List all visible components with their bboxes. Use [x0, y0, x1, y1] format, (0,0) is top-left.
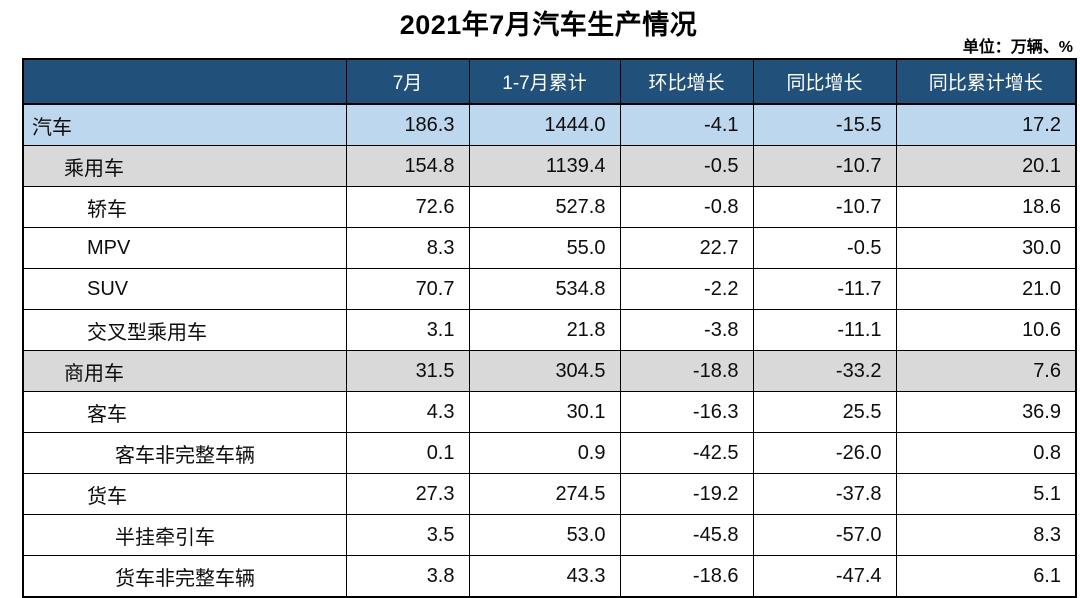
value-cell: 30.0 — [895, 227, 1077, 269]
value-cell: -57.0 — [752, 514, 897, 556]
row-label: 半挂牵引车 — [22, 514, 347, 556]
row-label: 客车非完整车辆 — [22, 432, 347, 474]
row-label: 乘用车 — [22, 145, 347, 187]
value-cell: -0.8 — [619, 186, 754, 228]
header-cell-cumulative: 1-7月累计 — [468, 58, 621, 105]
value-cell: -16.3 — [619, 391, 754, 433]
value-cell: 55.0 — [468, 227, 621, 269]
production-table: 7月 1-7月累计 环比增长 同比增长 同比累计增长 汽车 186.3 1444.0… — [22, 58, 1077, 598]
value-cell: 25.5 — [752, 391, 897, 433]
value-cell: -0.5 — [752, 227, 897, 269]
value-cell: 8.3 — [345, 227, 470, 269]
table-body: 汽车 186.3 1444.0 -4.1 -15.5 17.2 乘用车 154.8 1139.4… — [22, 103, 1077, 598]
value-cell: -47.4 — [752, 555, 897, 598]
table-row: 货车 27.3 274.5 -19.2 -37.8 5.1 — [22, 473, 1077, 515]
value-cell: 53.0 — [468, 514, 621, 556]
row-label: SUV — [22, 268, 347, 310]
value-cell: 31.5 — [345, 350, 470, 392]
value-cell: 10.6 — [895, 309, 1077, 351]
row-label: MPV — [22, 227, 347, 269]
row-label: 货车非完整车辆 — [22, 555, 347, 598]
value-cell: -37.8 — [752, 473, 897, 515]
value-cell: 154.8 — [345, 145, 470, 187]
value-cell: 186.3 — [345, 103, 470, 146]
row-label: 轿车 — [22, 186, 347, 228]
table-row: 汽车 186.3 1444.0 -4.1 -15.5 17.2 — [22, 103, 1077, 146]
value-cell: 20.1 — [895, 145, 1077, 187]
value-cell: 0.9 — [468, 432, 621, 474]
value-cell: 274.5 — [468, 473, 621, 515]
value-cell: 21.0 — [895, 268, 1077, 310]
row-label: 交叉型乘用车 — [22, 309, 347, 351]
value-cell: 1139.4 — [468, 145, 621, 187]
value-cell: 0.8 — [895, 432, 1077, 474]
value-cell: -33.2 — [752, 350, 897, 392]
value-cell: 36.9 — [895, 391, 1077, 433]
value-cell: -18.8 — [619, 350, 754, 392]
table-row: SUV 70.7 534.8 -2.2 -11.7 21.0 — [22, 268, 1077, 310]
header-cell-category — [22, 58, 347, 105]
value-cell: 3.1 — [345, 309, 470, 351]
table-row: 客车 4.3 30.1 -16.3 25.5 36.9 — [22, 391, 1077, 433]
value-cell: 6.1 — [895, 555, 1077, 598]
value-cell: 3.8 — [345, 555, 470, 598]
header-row: 7月 1-7月累计 环比增长 同比增长 同比累计增长 — [22, 58, 1077, 105]
unit-note: 单位：万辆、% — [962, 39, 1073, 56]
value-cell: -3.8 — [619, 309, 754, 351]
header-cell-mom-growth: 环比增长 — [619, 58, 754, 105]
value-cell: 7.6 — [895, 350, 1077, 392]
header-cell-july: 7月 — [345, 58, 470, 105]
table-row: 轿车 72.6 527.8 -0.8 -10.7 18.6 — [22, 186, 1077, 228]
value-cell: -45.8 — [619, 514, 754, 556]
value-cell: 0.1 — [345, 432, 470, 474]
row-label: 商用车 — [22, 350, 347, 392]
value-cell: -0.5 — [619, 145, 754, 187]
value-cell: 534.8 — [468, 268, 621, 310]
value-cell: 527.8 — [468, 186, 621, 228]
value-cell: -11.1 — [752, 309, 897, 351]
value-cell: -10.7 — [752, 186, 897, 228]
value-cell: 70.7 — [345, 268, 470, 310]
header-cell-yoy-cumulative-growth: 同比累计增长 — [895, 58, 1077, 105]
value-cell: -19.2 — [619, 473, 754, 515]
header-cell-yoy-growth: 同比增长 — [752, 58, 897, 105]
value-cell: 72.6 — [345, 186, 470, 228]
value-cell: 304.5 — [468, 350, 621, 392]
value-cell: -15.5 — [752, 103, 897, 146]
value-cell: 21.8 — [468, 309, 621, 351]
value-cell: 18.6 — [895, 186, 1077, 228]
row-label: 汽车 — [22, 103, 347, 146]
table-row: MPV 8.3 55.0 22.7 -0.5 30.0 — [22, 227, 1077, 269]
value-cell: -26.0 — [752, 432, 897, 474]
table-row: 乘用车 154.8 1139.4 -0.5 -10.7 20.1 — [22, 145, 1077, 187]
row-label: 客车 — [22, 391, 347, 433]
row-label: 货车 — [22, 473, 347, 515]
value-cell: 3.5 — [345, 514, 470, 556]
value-cell: 8.3 — [895, 514, 1077, 556]
table-row: 交叉型乘用车 3.1 21.8 -3.8 -11.1 10.6 — [22, 309, 1077, 351]
value-cell: -2.2 — [619, 268, 754, 310]
value-cell: 30.1 — [468, 391, 621, 433]
value-cell: 27.3 — [345, 473, 470, 515]
table-row: 客车非完整车辆 0.1 0.9 -42.5 -26.0 0.8 — [22, 432, 1077, 474]
page-title: 2021年7月汽车生产情况 — [399, 10, 698, 40]
value-cell: 4.3 — [345, 391, 470, 433]
table-row: 商用车 31.5 304.5 -18.8 -33.2 7.6 — [22, 350, 1077, 392]
value-cell: -11.7 — [752, 268, 897, 310]
value-cell: -42.5 — [619, 432, 754, 474]
value-cell: 5.1 — [895, 473, 1077, 515]
table-row: 货车非完整车辆 3.8 43.3 -18.6 -47.4 6.1 — [22, 555, 1077, 598]
value-cell: -18.6 — [619, 555, 754, 598]
value-cell: 22.7 — [619, 227, 754, 269]
value-cell: -4.1 — [619, 103, 754, 146]
value-cell: 1444.0 — [468, 103, 621, 146]
value-cell: 43.3 — [468, 555, 621, 598]
table-row: 半挂牵引车 3.5 53.0 -45.8 -57.0 8.3 — [22, 514, 1077, 556]
value-cell: -10.7 — [752, 145, 897, 187]
value-cell: 17.2 — [895, 103, 1077, 146]
